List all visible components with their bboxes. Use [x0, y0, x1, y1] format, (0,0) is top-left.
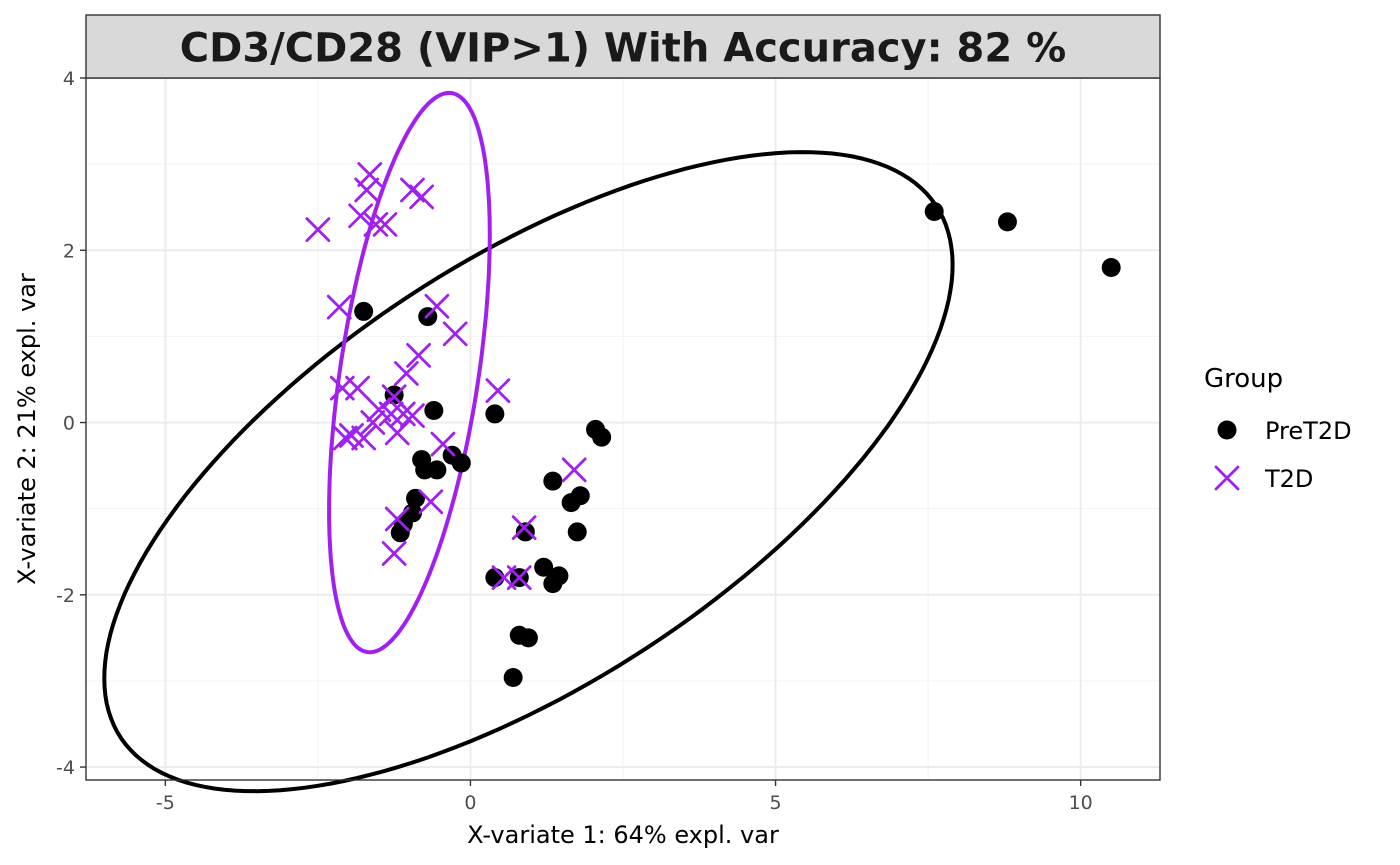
legend-key-pret2d — [1217, 420, 1237, 440]
point-pret2d — [503, 667, 523, 687]
y-tick-label: -2 — [56, 585, 75, 607]
point-t2d — [378, 401, 404, 427]
point-t2d — [363, 212, 389, 237]
y-tick-label: -4 — [56, 757, 75, 779]
point-pret2d — [451, 453, 471, 473]
point-t2d — [332, 425, 358, 451]
point-t2d — [345, 375, 370, 401]
point-pret2d — [518, 628, 538, 648]
point-t2d — [305, 217, 331, 242]
strip-background — [85, 14, 1161, 79]
point-pret2d — [567, 522, 587, 542]
x-tick-label: -5 — [156, 792, 175, 814]
x-tick-label: 0 — [464, 792, 476, 814]
y-axis-title: X-variate 2: 21% expl. var — [13, 273, 41, 585]
legend-key-t2d — [1214, 465, 1240, 491]
point-t2d — [511, 515, 537, 541]
point-t2d — [406, 342, 431, 368]
point-t2d — [430, 431, 456, 457]
point-pret2d — [485, 404, 505, 424]
point-t2d — [360, 410, 386, 435]
point-t2d — [354, 177, 380, 203]
point-pret2d — [406, 488, 426, 508]
point-t2d — [351, 425, 377, 451]
chart-title: CD3/CD28 (VIP>1) With Accuracy: 82 % — [180, 26, 1066, 72]
point-pret2d — [515, 522, 535, 542]
point-t2d — [326, 294, 352, 320]
point-pret2d — [427, 460, 447, 480]
point-t2d — [409, 184, 435, 210]
point-pret2d — [997, 212, 1017, 232]
x-tick-label: 10 — [1069, 792, 1093, 814]
point-pret2d — [485, 568, 505, 588]
legend-label-t2d: T2D — [1264, 465, 1313, 493]
point-t2d — [372, 212, 398, 237]
legend-label-pret2d: PreT2D — [1265, 417, 1352, 445]
y-tick-label: 4 — [63, 68, 75, 90]
point-t2d — [424, 293, 450, 319]
legend: Group PreT2D T2D — [1204, 364, 1352, 493]
point-pret2d — [924, 202, 944, 222]
point-pret2d — [543, 471, 563, 491]
ellipse-pret2d — [102, 150, 955, 794]
point-t2d — [384, 506, 410, 532]
point-pret2d — [543, 574, 563, 594]
y-axis-ticks: -4 -2 0 2 4 — [56, 68, 86, 779]
point-t2d — [348, 203, 374, 229]
point-t2d — [393, 361, 419, 386]
point-t2d — [390, 401, 416, 427]
point-t2d — [381, 541, 407, 566]
x-axis-ticks: -5 0 5 10 — [156, 780, 1093, 814]
point-pret2d — [561, 493, 581, 513]
point-t2d — [442, 321, 468, 347]
point-t2d — [418, 489, 444, 515]
y-tick-label: 2 — [63, 240, 75, 262]
x-tick-label: 5 — [770, 792, 782, 814]
point-t2d — [485, 378, 511, 404]
point-t2d — [506, 565, 532, 590]
point-pret2d — [390, 523, 410, 543]
point-pret2d — [424, 400, 444, 420]
x-axis-title: X-variate 1: 64% expl. var — [467, 821, 779, 849]
data-points — [305, 162, 1121, 687]
point-t2d — [561, 457, 587, 483]
legend-title: Group — [1204, 364, 1283, 394]
point-t2d — [384, 420, 410, 446]
point-t2d — [357, 162, 383, 187]
y-tick-label: 0 — [63, 413, 75, 435]
point-pret2d — [534, 557, 554, 577]
point-pret2d — [592, 427, 612, 447]
point-pret2d — [354, 301, 374, 321]
point-pret2d — [1101, 257, 1121, 277]
